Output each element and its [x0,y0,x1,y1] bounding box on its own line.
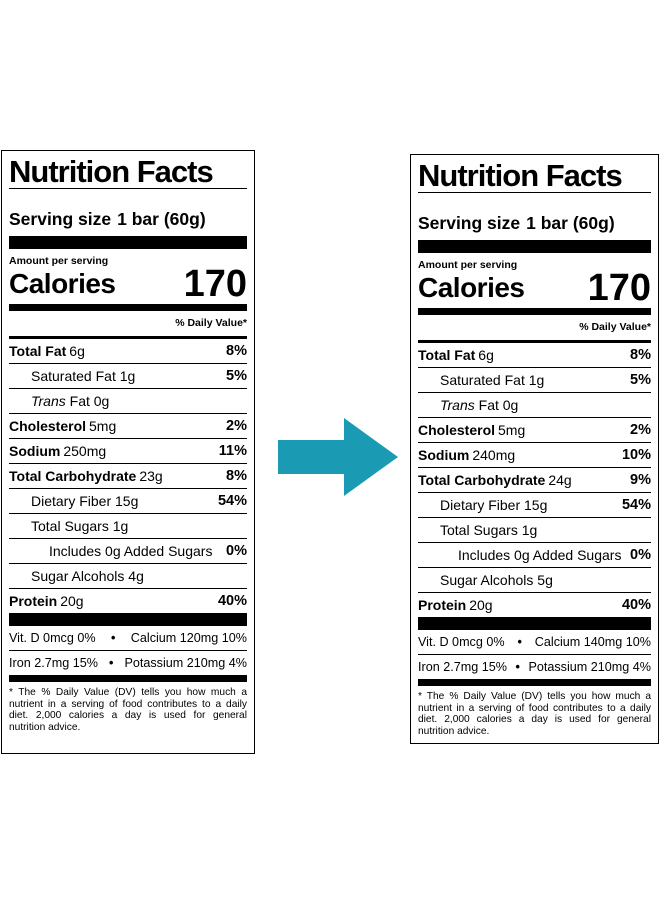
nutrition-label-after: Nutrition Facts Serving size 1 bar (60g) … [410,154,659,744]
nutrient-row-saturated-fat: Saturated Fat 1g 5% [418,367,651,392]
nutrient-row-protein: Protein 20g 40% [9,588,247,613]
nutrient-row-total-carbohydrate: Total Carbohydrate 24g 9% [418,467,651,492]
right-arrow-icon [278,418,398,496]
nutrient-row-trans-fat: Trans Fat 0g [418,392,651,417]
mineral-row-2: Iron 2.7mg 15% • Potassium 210mg 4% [9,656,247,670]
label-title: Nutrition Facts [9,154,214,189]
nutrient-row-sodium: Sodium 240mg 10% [418,442,651,467]
nutrient-row-total-fat: Total Fat 6g 8% [9,343,247,359]
serving-size: Serving size 1 bar (60g) [418,213,615,233]
calories-row: Calories 170 [9,263,247,305]
serving-size: Serving size 1 bar (60g) [9,209,206,229]
daily-value-header: % Daily Value* [175,317,247,329]
nutrient-row-dietary-fiber: Dietary Fiber 15g 54% [418,492,651,517]
arrow-shape [278,418,398,496]
calories-value: 170 [183,263,247,305]
footnote: * The % Daily Value (DV) tells you how m… [418,691,651,737]
nutrient-row-cholesterol: Cholesterol 5mg 2% [9,413,247,438]
nutrient-row-added-sugars: Includes 0g Added Sugars 0% [9,538,247,563]
nutrient-row-sugar-alcohols: Sugar Alcohols 5g [418,567,651,592]
nutrient-list: Total Fat 6g 8% Saturated Fat 1g 5% Trans F… [418,343,651,617]
calories-value: 170 [587,267,651,309]
mineral-row-1: Vit. D 0mcg 0% • Calcium 120mg 10% [9,631,247,645]
amount-per-serving: Amount per serving [9,255,109,267]
nutrient-row-trans-fat: Trans Fat 0g [9,388,247,413]
nutrient-row-total-sugars: Total Sugars 1g [9,513,247,538]
footnote: * The % Daily Value (DV) tells you how m… [9,687,247,733]
nutrient-row-sodium: Sodium 250mg 11% [9,438,247,463]
nutrient-row-total-carbohydrate: Total Carbohydrate 23g 8% [9,463,247,488]
label-title: Nutrition Facts [418,158,623,193]
nutrient-row-dietary-fiber: Dietary Fiber 15g 54% [9,488,247,513]
nutrient-row-total-fat: Total Fat 6g 8% [418,347,651,363]
nutrient-row-saturated-fat: Saturated Fat 1g 5% [9,363,247,388]
daily-value-header: % Daily Value* [579,321,651,333]
nutrition-label-before: Nutrition Facts Serving size 1 bar (60g) … [1,150,255,754]
nutrient-row-total-sugars: Total Sugars 1g [418,517,651,542]
nutrient-row-added-sugars: Includes 0g Added Sugars 0% [418,542,651,567]
nutrient-row-sugar-alcohols: Sugar Alcohols 4g [9,563,247,588]
calories-row: Calories 170 [418,267,651,309]
mineral-row-2: Iron 2.7mg 15% • Potassium 210mg 4% [418,660,651,674]
nutrient-row-protein: Protein 20g 40% [418,592,651,617]
nutrient-list: Total Fat 6g 8% Saturated Fat 1g 5% Trans F… [9,339,247,613]
nutrient-row-cholesterol: Cholesterol 5mg 2% [418,417,651,442]
amount-per-serving: Amount per serving [418,259,518,271]
mineral-row-1: Vit. D 0mcg 0% • Calcium 140mg 10% [418,635,651,649]
